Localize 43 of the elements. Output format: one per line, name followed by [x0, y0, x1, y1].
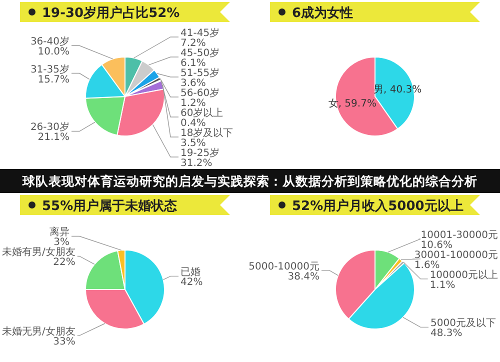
slice-label: 45-50岁: [180, 47, 220, 59]
data-label: 38.4%: [288, 271, 320, 282]
data-label: 31.2%: [180, 158, 212, 169]
slice-label: 19-25岁: [180, 147, 220, 159]
text: 球队表现对体育运动研究的启发与实践探索：从数据分析到策略优化的综合分析: [22, 174, 478, 188]
data-label: 3.5%: [180, 138, 206, 149]
data-label: 1.1%: [430, 280, 456, 291]
slice-label: 未婚无男/女朋友: [2, 326, 76, 338]
data-label: 42%: [180, 277, 203, 288]
slice-label: 30001-100000元: [414, 250, 498, 261]
data-label: 33%: [53, 336, 76, 348]
slice-label: 已婚: [180, 267, 200, 278]
data-label: 7.2%: [180, 38, 206, 49]
data-label: 21.1%: [38, 132, 70, 144]
slice-label: 56-60岁: [180, 87, 220, 99]
data-label: 10.6%: [420, 240, 453, 251]
slice-label: 51-55岁: [180, 67, 220, 79]
slice-label: 离异: [50, 226, 70, 238]
slice-label: 5000元及以下: [430, 317, 496, 330]
data-label: 1.6%: [414, 260, 440, 271]
chart-title: 6成为女性: [292, 6, 354, 21]
data-label: 22%: [53, 257, 76, 268]
slice-label: 41-45岁: [180, 27, 220, 39]
data-label: 6.1%: [180, 58, 206, 69]
data-label: 3%: [54, 237, 70, 248]
chart-title: 55%用户属于未婚状态: [42, 198, 178, 214]
chart-title: 19-30岁用户占比52%: [42, 5, 180, 21]
slice-label: 36-40岁: [30, 36, 70, 48]
slice-label: 60岁以上: [180, 107, 224, 119]
data-label: 3.6%: [180, 78, 206, 89]
slice-label: 5000-10000元: [248, 261, 320, 272]
slice-label: 10001-30000元: [420, 230, 498, 241]
data-label: 1.2%: [180, 98, 206, 109]
data-label: 10.0%: [38, 46, 70, 58]
slice-label: 100000元以上: [430, 268, 498, 281]
chart-title: 52%用户月收入5000元以上: [292, 198, 464, 214]
data-label: 48.3%: [430, 328, 462, 340]
data-label: 0.4%: [180, 118, 206, 129]
slice-label: 26-30岁: [30, 121, 70, 134]
slice-label: 31-35岁: [30, 63, 70, 76]
slice-label: 18岁及以下: [180, 127, 234, 139]
slice-label: 未婚有男/女朋友: [2, 246, 76, 258]
data-label: 15.7%: [38, 74, 70, 86]
